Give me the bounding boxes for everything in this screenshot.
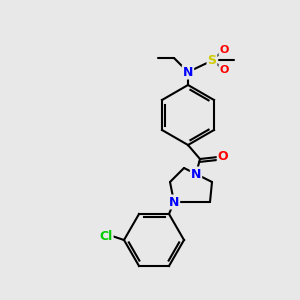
Text: N: N xyxy=(191,167,201,181)
Text: N: N xyxy=(169,196,179,208)
Text: O: O xyxy=(218,151,228,164)
Text: O: O xyxy=(219,45,229,55)
Text: Cl: Cl xyxy=(99,230,112,242)
Text: N: N xyxy=(183,65,193,79)
Text: O: O xyxy=(219,65,229,75)
Text: S: S xyxy=(208,53,217,67)
